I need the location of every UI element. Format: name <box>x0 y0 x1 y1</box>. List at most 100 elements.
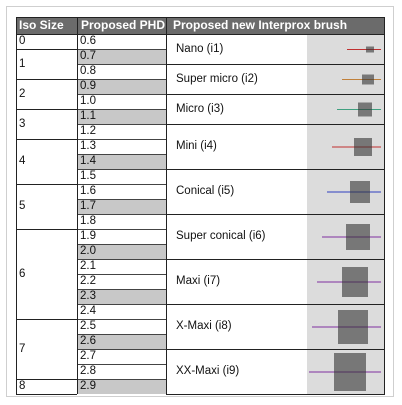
table-header: Iso Size Proposed PHD Proposed new Inter… <box>16 17 385 34</box>
brush-group-divider <box>166 94 385 95</box>
phd-row-divider <box>77 49 166 50</box>
phd-cell: 1.7 <box>77 199 166 214</box>
iso-group-divider <box>16 109 77 110</box>
phd-cell: 0.8 <box>80 65 96 77</box>
phd-row-divider <box>77 229 166 230</box>
table-header-divider <box>16 34 385 35</box>
brush-group-divider <box>166 169 385 170</box>
iso-group-divider <box>16 184 77 185</box>
phd-cell: 1.5 <box>80 170 96 182</box>
phd-cell: 2.3 <box>77 289 166 304</box>
phd-row-divider <box>77 214 166 215</box>
brush-photo <box>307 170 385 214</box>
phd-cell: 0.7 <box>77 49 166 64</box>
phd-cell: 1.9 <box>80 230 96 242</box>
column-divider <box>166 17 167 394</box>
brush-photo <box>307 65 385 94</box>
phd-row-divider <box>77 274 166 275</box>
phd-row-divider <box>77 199 166 200</box>
phd-row-divider <box>77 154 166 155</box>
phd-cell: 2.8 <box>80 365 96 377</box>
table-top-border <box>16 17 385 18</box>
phd-row-divider <box>77 109 166 110</box>
iso-group-divider <box>16 79 77 80</box>
brush-name-cell: Micro (i3) <box>176 102 224 115</box>
phd-row-divider <box>77 364 166 365</box>
phd-cell: 2.0 <box>77 244 166 259</box>
phd-cell: 2.1 <box>80 260 96 272</box>
brush-image <box>337 102 381 117</box>
phd-cell: 1.8 <box>80 215 96 227</box>
iso-group-divider <box>16 394 77 395</box>
brush-photo <box>307 95 385 124</box>
brush-photo <box>307 35 385 64</box>
phd-row-divider <box>77 169 166 170</box>
brush-image <box>327 181 381 203</box>
brush-group-divider <box>166 349 385 350</box>
iso-group-divider <box>16 139 77 140</box>
brush-photo <box>307 260 385 304</box>
iso-size-cell: 8 <box>19 380 26 392</box>
brush-name-cell: Nano (i1) <box>176 42 224 55</box>
brush-photo <box>307 305 385 349</box>
brush-group-divider <box>166 64 385 65</box>
header-proposed-brush: Proposed new Interprox brush <box>173 18 348 32</box>
column-divider <box>384 17 385 394</box>
iso-size-cell: 6 <box>19 267 26 280</box>
phd-cell: 1.4 <box>77 154 166 169</box>
brush-group-divider <box>166 124 385 125</box>
phd-row-divider <box>77 139 166 140</box>
brush-name-cell: Mini (i4) <box>176 140 217 152</box>
iso-group-divider <box>16 379 77 380</box>
phd-cell: 1.2 <box>80 125 96 137</box>
phd-cell: 1.3 <box>80 140 96 152</box>
header-iso-size: Iso Size <box>19 18 64 32</box>
brush-name-cell: Super conical (i6) <box>176 230 266 242</box>
brush-image <box>347 46 381 53</box>
phd-cell: 2.6 <box>77 334 166 349</box>
iso-size-cell: 7 <box>19 342 26 355</box>
brush-image <box>312 310 381 344</box>
brush-group-divider <box>166 214 385 215</box>
phd-cell: 2.9 <box>77 379 166 394</box>
brush-photo <box>307 350 385 394</box>
phd-cell: 1.6 <box>80 185 96 197</box>
phd-row-divider <box>77 349 166 350</box>
iso-size-cell: 1 <box>19 57 26 70</box>
iso-size-cell: 3 <box>19 117 26 130</box>
brush-group-divider <box>166 304 385 305</box>
iso-size-cell: 2 <box>19 87 26 100</box>
iso-group-divider <box>16 229 77 230</box>
phd-cell: 2.2 <box>80 275 96 287</box>
iso-size-cell: 0 <box>19 35 26 47</box>
brush-image <box>342 74 381 85</box>
brush-image <box>322 224 381 250</box>
iso-size-cell: 4 <box>19 155 26 167</box>
brush-name-cell: XX-Maxi (i9) <box>176 365 240 377</box>
phd-row-divider <box>77 379 166 380</box>
iso-group-divider <box>16 319 77 320</box>
phd-cell: 1.1 <box>77 109 166 124</box>
phd-cell: 1.0 <box>80 95 96 107</box>
iso-size-cell: 5 <box>19 200 26 212</box>
phd-row-divider <box>77 184 166 185</box>
phd-row-divider <box>77 244 166 245</box>
brush-group-divider <box>166 394 385 395</box>
phd-row-divider <box>77 334 166 335</box>
column-divider <box>16 17 17 394</box>
brush-name-cell: Maxi (i7) <box>176 275 221 287</box>
phd-row-divider <box>77 124 166 125</box>
phd-row-divider <box>77 64 166 65</box>
brush-name-cell: X-Maxi (i8) <box>176 320 232 332</box>
brush-photo <box>307 215 385 259</box>
brush-photo <box>307 125 385 169</box>
brush-image <box>332 138 381 156</box>
phd-row-divider <box>77 94 166 95</box>
phd-cell: 2.4 <box>80 305 96 317</box>
header-proposed-phd: Proposed PHD <box>81 18 166 32</box>
column-divider <box>77 17 78 394</box>
iso-group-divider <box>16 49 77 50</box>
brush-image <box>317 267 381 297</box>
phd-cell: 2.7 <box>80 350 96 362</box>
phd-cell: 0.9 <box>77 79 166 94</box>
